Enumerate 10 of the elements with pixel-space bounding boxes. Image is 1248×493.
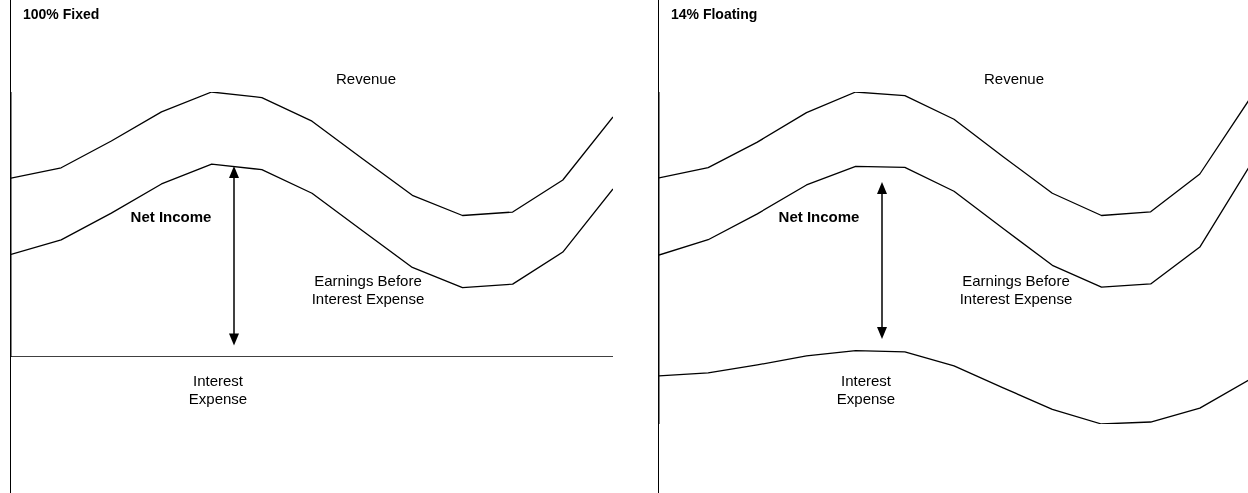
series-label: Interest Expense — [835, 372, 897, 408]
annotation: Net Income — [777, 208, 861, 225]
annotation: Net Income — [129, 208, 213, 225]
series-label: Interest Expense — [187, 372, 249, 408]
text: Revenue — [982, 70, 1045, 88]
series-label: Earnings Before Interest Expense — [958, 272, 1074, 308]
chart-title: 100% Fixed — [23, 6, 100, 22]
chart-title: 14% Floating — [671, 6, 758, 22]
series-label: Earnings Before Interest Expense — [310, 272, 426, 308]
text: Revenue — [334, 70, 397, 88]
